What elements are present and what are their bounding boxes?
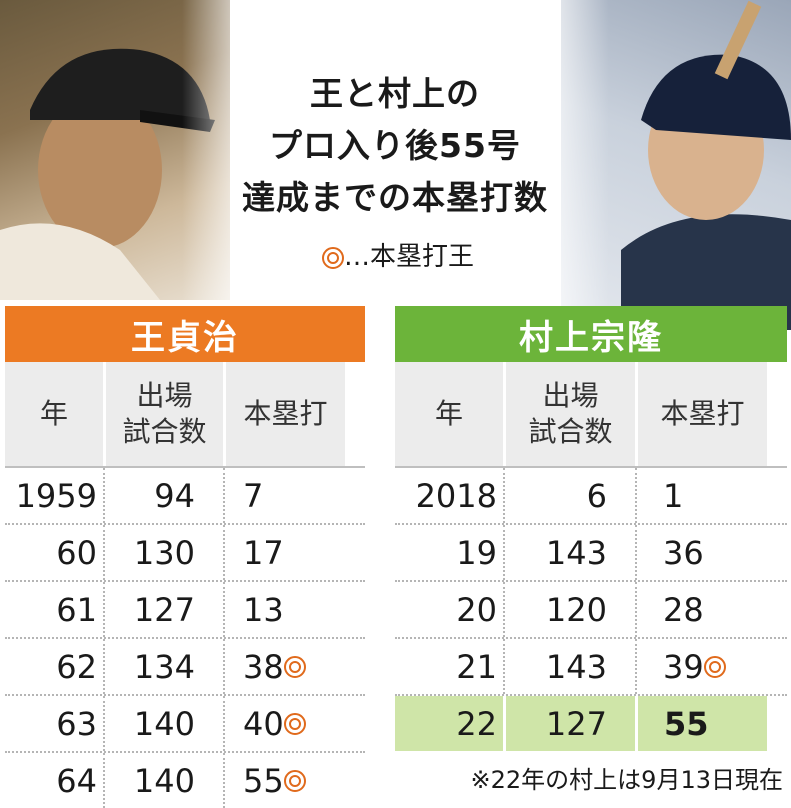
games-cell: 6 <box>503 468 635 523</box>
footnote: ※22年の村上は9月13日現在 <box>470 766 783 794</box>
table-row: 1959 94 7 <box>5 468 365 525</box>
hr-value: 39 <box>663 647 704 686</box>
table-row: 2018 6 1 <box>395 468 787 525</box>
games-cell: 94 <box>103 468 223 523</box>
games-cell: 140 <box>103 753 223 808</box>
table-row: 21 143 39 <box>395 639 787 696</box>
table-row-highlighted: 22 127 55 <box>395 696 787 751</box>
legend-label: …本塁打王 <box>343 242 474 272</box>
hr-cell: 1 <box>635 468 767 523</box>
headline-line: プロ入り後55号 <box>269 126 521 165</box>
year-cell: 62 <box>56 647 97 686</box>
year-cell: 63 <box>56 704 97 743</box>
hr-value: 7 <box>243 476 264 515</box>
year-cell: 2018 <box>415 476 497 515</box>
table-row: 19 143 36 <box>395 525 787 582</box>
col-games-line: 試合数 <box>528 415 613 448</box>
table-row: 62 134 38 <box>5 639 365 696</box>
games-cell: 120 <box>503 582 635 637</box>
year-cell: 20 <box>456 590 497 629</box>
table-row: 61 127 13 <box>5 582 365 639</box>
player-name-oh: 王貞治 <box>5 306 365 362</box>
hr-cell: 36 <box>635 525 767 580</box>
hr-value: 38 <box>243 647 284 686</box>
hr-cell: 17 <box>223 525 345 580</box>
col-games-line: 出場 <box>542 379 599 412</box>
hr-cell: 38 <box>223 639 345 694</box>
games-cell: 143 <box>503 639 635 694</box>
table-row: 63 140 40 <box>5 696 365 753</box>
table-row: 20 120 28 <box>395 582 787 639</box>
year-cell: 22 <box>395 696 503 751</box>
double-circle-icon <box>283 769 306 792</box>
col-games: 出場 試合数 <box>103 362 223 466</box>
hr-cell: 40 <box>223 696 345 751</box>
hr-cell: 13 <box>223 582 345 637</box>
hr-value: 55 <box>664 704 709 743</box>
murakami-stats-table: 村上宗隆 年 出場 試合数 本塁打 2018 6 1 19 143 36 20 … <box>395 306 787 751</box>
hr-cell: 55 <box>223 753 345 808</box>
col-games-line: 試合数 <box>122 415 207 448</box>
table-row: 64 140 55 <box>5 753 365 808</box>
hr-value: 36 <box>663 533 704 572</box>
hr-value: 13 <box>243 590 284 629</box>
year-cell: 1959 <box>15 476 97 515</box>
player-name-murakami: 村上宗隆 <box>395 306 787 362</box>
photo-fade <box>0 0 260 300</box>
year-cell: 61 <box>56 590 97 629</box>
year-cell: 19 <box>456 533 497 572</box>
col-hr: 本塁打 <box>223 362 345 466</box>
col-year: 年 <box>5 362 103 466</box>
hr-cell: 55 <box>635 696 767 751</box>
headline-line: 王と村上の <box>310 74 480 113</box>
hr-value: 1 <box>663 476 684 515</box>
hr-cell: 39 <box>635 639 767 694</box>
games-cell: 127 <box>503 696 635 751</box>
photo-fade <box>531 0 791 330</box>
oh-stats-table: 王貞治 年 出場 試合数 本塁打 1959 94 7 60 130 17 61 … <box>5 306 365 808</box>
col-year: 年 <box>395 362 503 466</box>
hr-cell: 28 <box>635 582 767 637</box>
games-cell: 134 <box>103 639 223 694</box>
table-row: 60 130 17 <box>5 525 365 582</box>
legend: …本塁打王 <box>268 236 528 273</box>
hr-cell: 7 <box>223 468 345 523</box>
headline: 王と村上の プロ入り後55号 達成までの本塁打数 <box>190 68 600 224</box>
games-cell: 143 <box>503 525 635 580</box>
year-cell: 60 <box>56 533 97 572</box>
col-games: 出場 試合数 <box>503 362 635 466</box>
hr-value: 28 <box>663 590 704 629</box>
double-circle-icon <box>283 655 306 678</box>
double-circle-icon <box>283 712 306 735</box>
headline-line: 達成までの本塁打数 <box>242 178 548 217</box>
table-header-row: 年 出場 試合数 本塁打 <box>5 362 365 468</box>
year-cell: 64 <box>56 761 97 800</box>
double-circle-icon <box>321 246 344 269</box>
games-cell: 140 <box>103 696 223 751</box>
col-hr: 本塁打 <box>635 362 767 466</box>
year-cell: 21 <box>456 647 497 686</box>
col-games-line: 出場 <box>136 379 193 412</box>
games-cell: 127 <box>103 582 223 637</box>
double-circle-icon <box>703 655 726 678</box>
hr-value: 55 <box>243 761 284 800</box>
table-header-row: 年 出場 試合数 本塁打 <box>395 362 787 468</box>
hr-value: 40 <box>243 704 284 743</box>
games-cell: 130 <box>103 525 223 580</box>
hr-value: 17 <box>243 533 284 572</box>
